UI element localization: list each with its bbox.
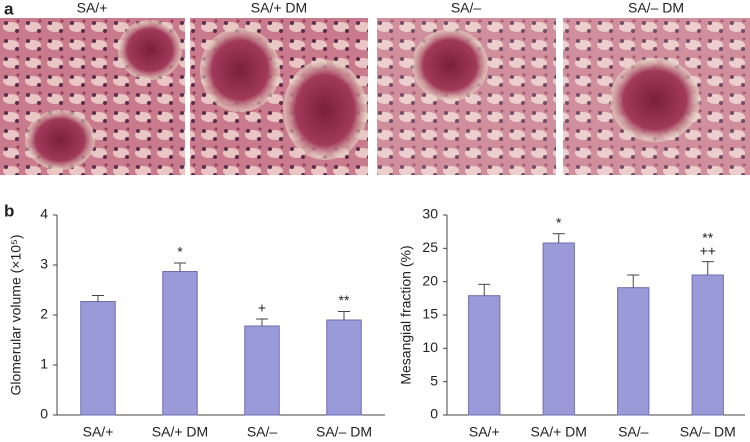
bar (80, 301, 116, 416)
annotation: * (177, 244, 183, 260)
y-tick-label: 5 (430, 372, 438, 388)
glomerulus (610, 58, 700, 142)
panel-label: b (4, 201, 14, 220)
y-axis-label: Mesangial fraction (%) (398, 245, 414, 384)
glomerulus (283, 60, 367, 160)
image-label: SA/+ DM (251, 0, 307, 16)
y-tick-label: 10 (422, 339, 438, 355)
panel-label: a (4, 0, 14, 18)
image-label: SA/+ (77, 0, 108, 16)
y-tick-label: 20 (422, 272, 438, 288)
y-tick-label: 15 (422, 306, 438, 322)
y-tick-label: 1 (40, 356, 48, 372)
y-tick-label: 0 (40, 406, 48, 422)
y-tick-label: 30 (422, 206, 438, 222)
y-tick-label: 4 (40, 206, 48, 222)
bar (162, 271, 198, 416)
annotation: ** (702, 229, 713, 245)
bar (617, 287, 650, 416)
annotation: ** (339, 292, 350, 308)
glomerulus (118, 20, 182, 80)
annotation: ++ (700, 242, 716, 258)
x-tick-label: SA/– DM (680, 424, 736, 440)
x-tick-label: SA/– (618, 424, 649, 440)
image-label: SA/– (451, 0, 482, 16)
annotation: + (258, 300, 266, 316)
x-tick-label: SA/+ (469, 424, 500, 440)
x-tick-label: SA/– (247, 424, 278, 440)
y-axis-label: Glomerular volume (×10⁵) (8, 234, 24, 395)
y-tick-label: 0 (430, 406, 438, 422)
y-tick-label: 2 (40, 306, 48, 322)
bar (326, 319, 362, 416)
bar (542, 242, 575, 416)
x-tick-label: SA/– DM (316, 424, 372, 440)
image-label: SA/– DM (628, 0, 684, 16)
bar (691, 274, 724, 416)
x-tick-label: SA/+ DM (531, 424, 587, 440)
glomerulus (412, 29, 488, 101)
glomerulus (200, 28, 280, 112)
bar (468, 295, 501, 416)
glomerulus (25, 110, 95, 170)
y-tick-label: 3 (40, 256, 48, 272)
bar (244, 325, 280, 416)
annotation: * (556, 214, 562, 230)
micrographs (0, 18, 750, 175)
x-tick-label: SA/+ DM (152, 424, 208, 440)
x-tick-label: SA/+ (83, 424, 114, 440)
y-tick-label: 25 (422, 239, 438, 255)
